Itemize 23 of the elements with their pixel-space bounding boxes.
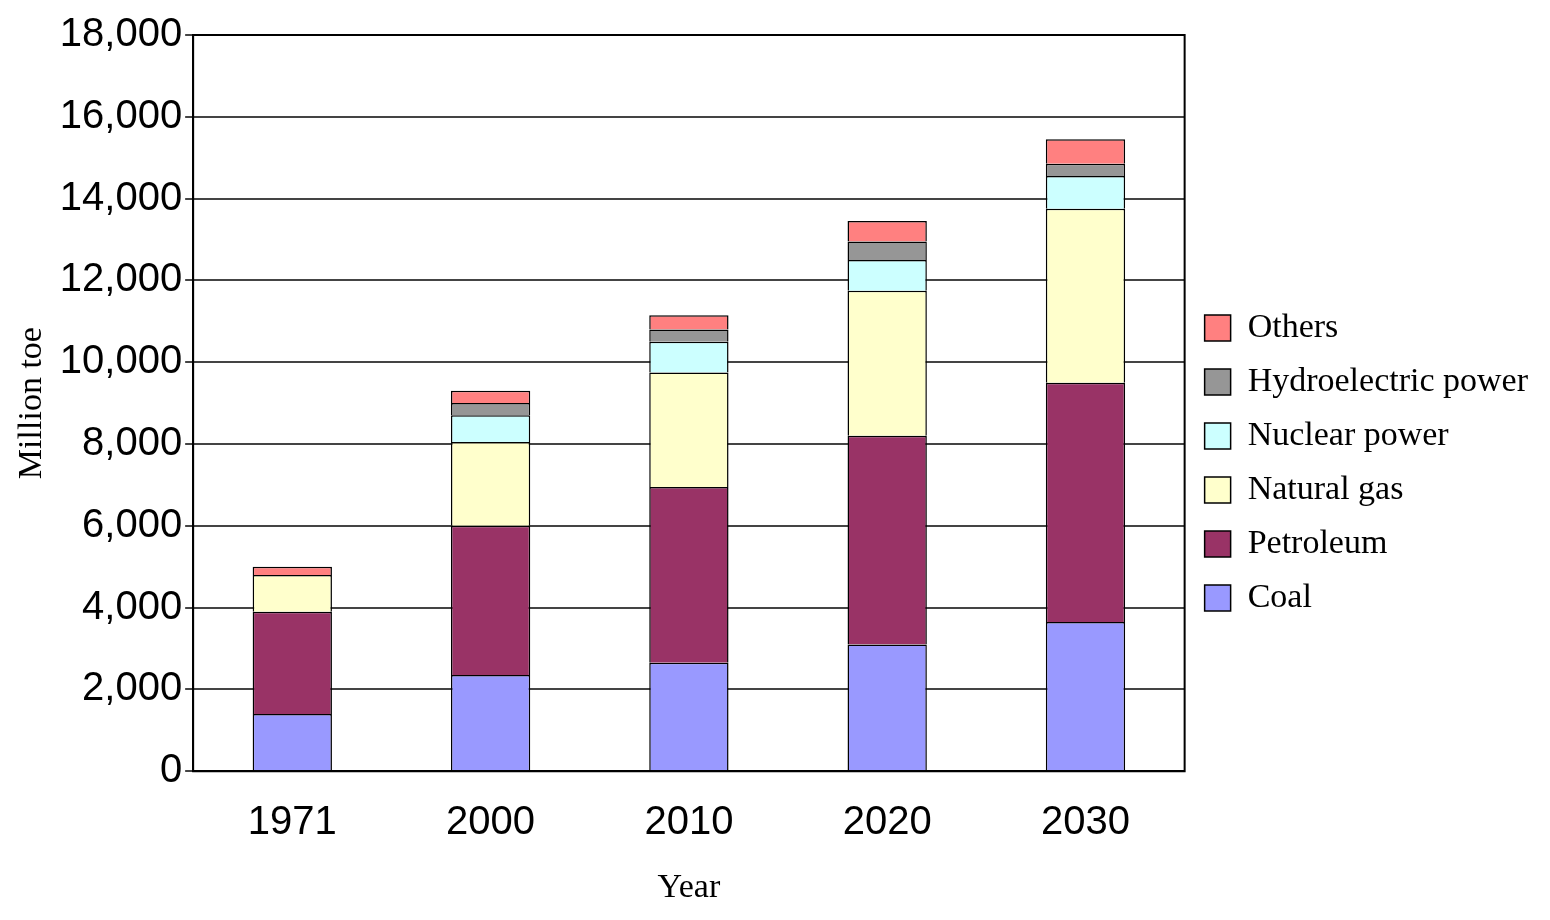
y-tick-label: 14,000 bbox=[59, 173, 183, 218]
x-tick-label: 1971 bbox=[247, 798, 337, 843]
legend-label: Coal bbox=[1247, 576, 1312, 614]
legend-label: Hydroelectric power bbox=[1247, 360, 1529, 398]
x-tick-label: 2020 bbox=[842, 798, 932, 843]
y-tick-label: 10,000 bbox=[59, 337, 183, 382]
y-tick-label: 4,000 bbox=[82, 582, 183, 627]
y-tick-label: 16,000 bbox=[59, 91, 183, 136]
y-tick-label: 12,000 bbox=[59, 255, 183, 300]
legend-label: Nuclear power bbox=[1247, 414, 1450, 452]
y-tick-label: 2,000 bbox=[82, 664, 183, 709]
legend-label: Petroleum bbox=[1247, 522, 1388, 560]
legend-label: Natural gas bbox=[1247, 468, 1404, 506]
y-tick-label: 18,000 bbox=[59, 10, 183, 55]
y-tick-label: 0 bbox=[159, 746, 183, 791]
y-tick-label: 8,000 bbox=[82, 419, 183, 464]
x-tick-label: 2030 bbox=[1040, 798, 1130, 843]
legend-label: Others bbox=[1247, 306, 1339, 344]
x-tick-label: 2000 bbox=[446, 798, 536, 843]
y-axis-title: Million toe bbox=[11, 327, 49, 480]
y-tick-label: 6,000 bbox=[82, 500, 183, 545]
x-axis-title: Year bbox=[657, 866, 721, 904]
x-tick-label: 2010 bbox=[644, 798, 734, 843]
